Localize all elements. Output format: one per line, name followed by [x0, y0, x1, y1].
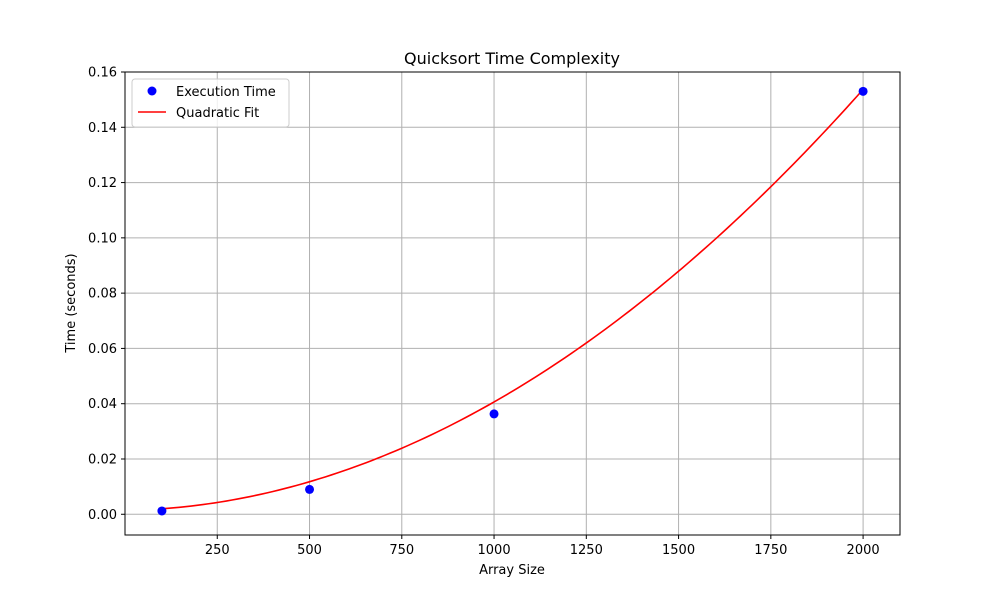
- y-tick-label: 0.14: [88, 121, 117, 136]
- legend: Execution Time Quadratic Fit: [131, 78, 290, 128]
- data-point-execution-time: [305, 484, 315, 494]
- data-point-execution-time: [858, 86, 868, 96]
- x-tick-label: 500: [297, 543, 322, 558]
- x-tick-label: 1500: [662, 543, 695, 558]
- y-tick-label: 0.00: [88, 508, 117, 523]
- y-tick-label: 0.08: [88, 287, 117, 302]
- y-tick-label: 0.04: [88, 397, 117, 412]
- legend-box: [131, 78, 290, 128]
- plot-frame: [124, 71, 901, 536]
- x-tick-label: 1750: [754, 543, 787, 558]
- grid: [125, 71, 900, 535]
- plot-content: [157, 86, 868, 516]
- x-tick-label: 750: [389, 543, 414, 558]
- y-tick-label: 0.12: [88, 176, 117, 191]
- legend-marker-execution-time: [147, 86, 157, 96]
- series-line-quadratic-fit: [161, 88, 864, 510]
- legend-label-quadratic-fit: Quadratic Fit: [176, 106, 259, 121]
- y-tick-label: 0.10: [88, 231, 117, 246]
- x-axis-label: Array Size: [479, 563, 545, 578]
- data-point-execution-time: [157, 506, 167, 516]
- x-tick-label: 250: [205, 543, 230, 558]
- chart-title: Quicksort Time Complexity: [404, 49, 620, 68]
- x-tick-label: 1250: [570, 543, 603, 558]
- y-tick-label: 0.02: [88, 452, 117, 467]
- y-tick-label: 0.16: [88, 66, 117, 81]
- legend-label-execution-time: Execution Time: [176, 85, 276, 100]
- y-axis-label: Time (seconds): [64, 253, 79, 353]
- data-point-execution-time: [489, 409, 499, 419]
- y-tick-label: 0.06: [88, 342, 117, 357]
- x-tick-label: 1000: [478, 543, 511, 558]
- x-tick-label: 2000: [847, 543, 880, 558]
- y-axis: 0.00 0.02 0.04 0.06 0.08 0.10 0.12 0.14 0.16: [88, 66, 125, 523]
- x-axis: 250 500 750 1000 1250 1500 1750 2000: [205, 535, 880, 558]
